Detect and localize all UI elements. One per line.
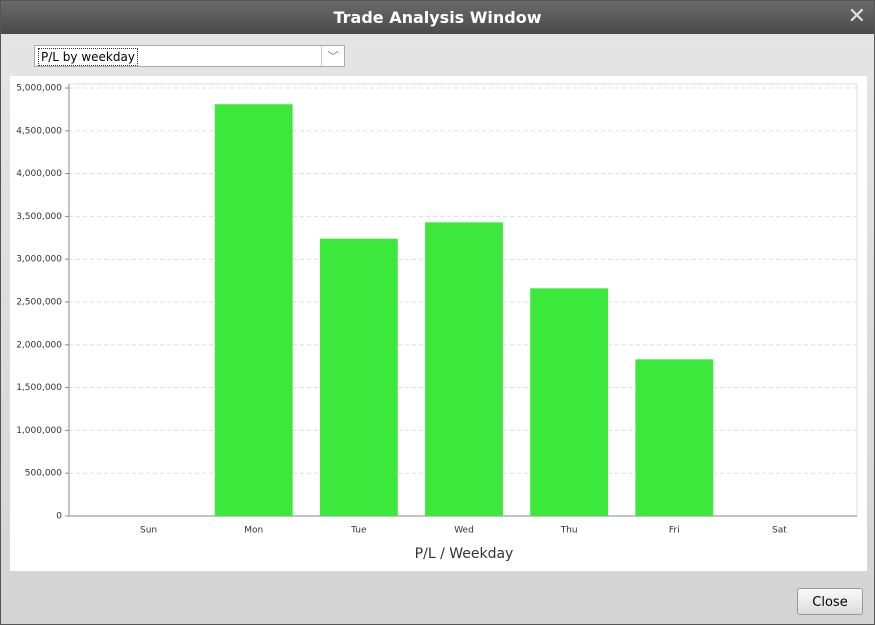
x-tick-label: Sat (772, 526, 787, 536)
y-tick-label: 5,000,000 (16, 84, 62, 94)
y-tick-label: 1,500,000 (16, 383, 62, 393)
chart: P/L / Weekday 0 500,000 1,000,000 1,500,000… (16, 83, 858, 562)
bar (319, 238, 398, 516)
y-tick-label: 3,500,000 (16, 212, 62, 222)
x-tick-label: Tue (350, 526, 367, 536)
x-tick-label: Sun (140, 526, 157, 536)
y-tick-label: 3,000,000 (16, 255, 62, 265)
close-button[interactable]: Close (797, 588, 863, 615)
y-tick-label: 4,500,000 (16, 126, 62, 136)
y-tick-label: 2,000,000 (16, 340, 62, 350)
window-title: Trade Analysis Window (333, 8, 542, 27)
dropdown-value: P/L by weekday (38, 48, 138, 66)
bar (530, 288, 609, 516)
y-tick-label: 2,500,000 (16, 298, 62, 308)
bar (425, 222, 503, 516)
title-bar: Trade Analysis Window ✕ (1, 1, 874, 34)
chart-panel: P/L / Weekday 0 500,000 1,000,000 1,500,000… (10, 76, 867, 571)
x-tick-label: Fri (669, 526, 680, 536)
bar (214, 104, 293, 516)
dropdown[interactable]: P/L by weekday ﹀ (34, 45, 345, 67)
x-axis-label: P/L / Weekday (415, 546, 514, 562)
x-tick-label: Thu (560, 526, 578, 536)
y-tick-label: 0 (56, 512, 62, 522)
dropdown-arrow[interactable]: ﹀ (321, 46, 344, 66)
y-tick-label: 1,000,000 (16, 426, 62, 436)
x-tick-label: Wed (454, 526, 474, 536)
x-tick-label: Mon (244, 526, 263, 536)
y-tick-label: 4,000,000 (16, 169, 62, 179)
close-icon[interactable]: ✕ (847, 4, 866, 29)
bar (635, 359, 714, 516)
y-tick-label: 500,000 (25, 469, 62, 479)
